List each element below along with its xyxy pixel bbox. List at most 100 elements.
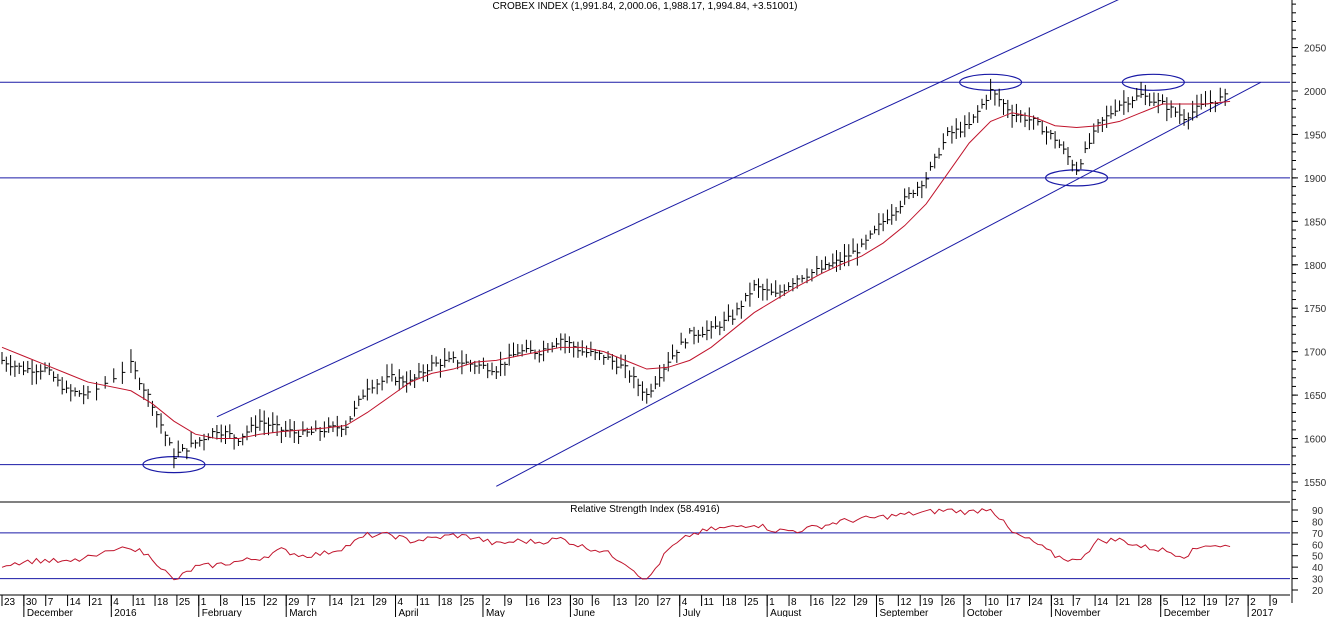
x-tick-label: 7: [310, 597, 316, 608]
x-tick-label: 25: [463, 597, 475, 608]
x-tick-label: 13: [616, 597, 628, 608]
x-tick-label: 29: [288, 597, 300, 608]
x-tick-label: 2: [485, 597, 491, 608]
x-tick-label: 12: [1185, 597, 1197, 608]
rsi-tick-label: 90: [1312, 506, 1324, 517]
x-tick-label: 3: [966, 597, 972, 608]
price-panel: [0, 0, 1290, 487]
rsi-tick-label: 50: [1312, 552, 1324, 563]
y-tick-label: 2050: [1304, 44, 1327, 55]
y-tick-label: 2000: [1304, 87, 1327, 98]
x-tick-label: 18: [441, 597, 453, 608]
x-tick-label: 26: [944, 597, 956, 608]
x-tick-label: 7: [1075, 597, 1081, 608]
x-tick-label: 11: [704, 597, 715, 608]
x-tick-label: 7: [48, 597, 54, 608]
month-label: December: [1164, 608, 1211, 617]
month-label: July: [683, 608, 701, 617]
rsi-tick-label: 80: [1312, 517, 1324, 528]
x-tick-label: 17: [1010, 597, 1022, 608]
moving-average-line: [1, 100, 1231, 440]
rsi-title: Relative Strength Index (58.4916): [570, 504, 720, 515]
x-tick-label: 29: [857, 597, 869, 608]
x-tick-label: 22: [266, 597, 278, 608]
x-tick-label: 11: [419, 597, 430, 608]
month-label: 2017: [1251, 608, 1274, 617]
x-tick-label: 8: [791, 597, 797, 608]
x-tick-label: 28: [1141, 597, 1153, 608]
x-tick-label: 8: [223, 597, 229, 608]
y-tick-label: 1750: [1304, 304, 1327, 315]
x-tick-label: 21: [91, 597, 103, 608]
rsi-line: [1, 508, 1231, 581]
x-tick-label: 11: [135, 597, 146, 608]
x-tick-label: 4: [398, 597, 404, 608]
month-label: March: [289, 608, 317, 617]
y-tick-label: 1850: [1304, 217, 1327, 228]
x-tick-label: 25: [179, 597, 191, 608]
x-tick-label: 9: [1272, 597, 1278, 608]
x-tick-label: 18: [157, 597, 169, 608]
x-tick-label: 30: [26, 597, 38, 608]
rsi-panel: [0, 508, 1290, 581]
x-tick-label: 14: [1097, 597, 1109, 608]
x-tick-label: 21: [354, 597, 366, 608]
x-tick-label: 20: [638, 597, 650, 608]
y-tick-label: 1650: [1304, 391, 1327, 402]
x-tick-label: 6: [594, 597, 600, 608]
rsi-tick-label: 60: [1312, 540, 1324, 551]
x-tick-label: 9: [507, 597, 513, 608]
month-label: June: [573, 608, 595, 617]
y-tick-label: 1700: [1304, 348, 1327, 359]
month-label: February: [202, 608, 242, 617]
y-tick-label: 1600: [1304, 435, 1327, 446]
month-label: 2016: [114, 608, 137, 617]
x-tick-label: 15: [244, 597, 256, 608]
rsi-tick-label: 30: [1312, 575, 1324, 586]
highlight-ellipse: [1121, 73, 1185, 91]
x-tick-label: 18: [725, 597, 737, 608]
x-tick-label: 1: [201, 597, 207, 608]
x-tick-label: 19: [922, 597, 934, 608]
x-tick-label: 4: [113, 597, 119, 608]
y-tick-label: 1800: [1304, 261, 1327, 272]
y-tick-label: 1900: [1304, 174, 1327, 185]
month-label: October: [967, 608, 1003, 617]
x-tick-label: 27: [660, 597, 672, 608]
x-tick-label: 14: [70, 597, 82, 608]
x-tick-label: 5: [1163, 597, 1169, 608]
x-tick-label: 10: [988, 597, 1000, 608]
x-tick-label: 29: [376, 597, 388, 608]
channel-upper-line: [216, 0, 1119, 418]
month-label: April: [399, 608, 419, 617]
x-tick-label: 23: [551, 597, 563, 608]
rsi-tick-label: 40: [1312, 563, 1324, 574]
x-tick-label: 24: [1032, 597, 1044, 608]
channel-lower-line: [496, 81, 1262, 487]
x-tick-label: 1: [769, 597, 775, 608]
x-tick-label: 27: [1228, 597, 1240, 608]
x-tick-label: 22: [835, 597, 847, 608]
x-tick-label: 23: [4, 597, 16, 608]
x-tick-label: 25: [747, 597, 759, 608]
x-tick-label: 2: [1250, 597, 1256, 608]
chart-title: CROBEX INDEX (1,991.84, 2,000.06, 1,988.…: [492, 1, 798, 12]
month-label: May: [486, 608, 505, 617]
x-tick-label: 21: [1119, 597, 1131, 608]
x-tick-label: 12: [900, 597, 912, 608]
y-tick-label: 1950: [1304, 130, 1327, 141]
rsi-tick-label: 70: [1312, 529, 1324, 540]
x-tick-label: 31: [1053, 597, 1065, 608]
x-tick-label: 30: [572, 597, 584, 608]
x-tick-label: 19: [1206, 597, 1218, 608]
month-label: September: [879, 608, 929, 617]
month-label: November: [1054, 608, 1101, 617]
x-tick-label: 4: [682, 597, 688, 608]
x-tick-label: 14: [332, 597, 344, 608]
month-label: August: [770, 608, 801, 617]
rsi-tick-label: 20: [1312, 586, 1324, 597]
month-label: December: [27, 608, 74, 617]
